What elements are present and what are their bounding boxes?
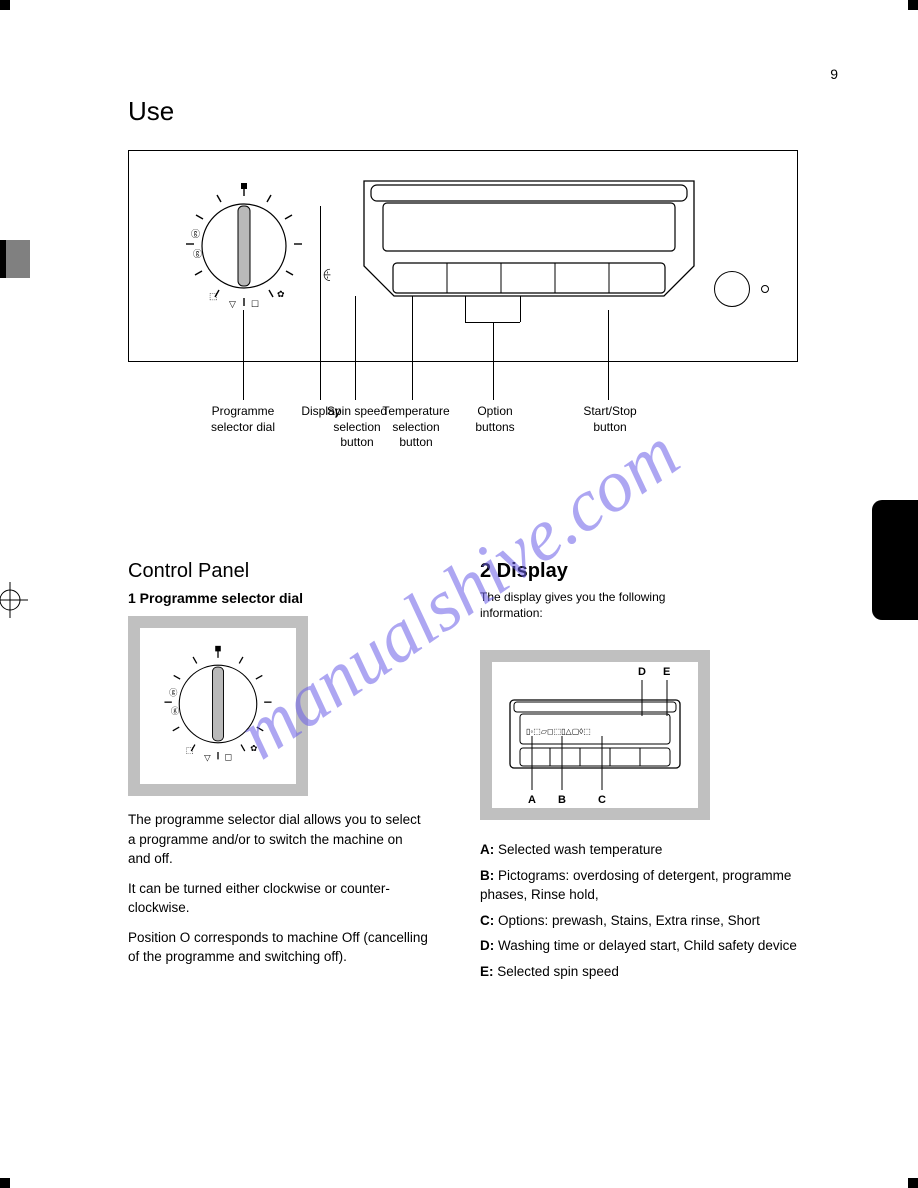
leader-line xyxy=(320,206,321,400)
registration-mark-icon xyxy=(0,582,28,618)
program-dial-small-icon: ⬚ ▽ ☐ ✿ ⓖ ⓖ xyxy=(158,644,278,769)
section-a-body: The programme selector dial allows you t… xyxy=(128,810,428,977)
corner-marker xyxy=(908,0,918,10)
program-dial-icon: ⬚ ▽ ☐ ✿ ⓖ ⓖ xyxy=(179,181,309,311)
svg-text:☐: ☐ xyxy=(251,299,259,309)
page-number: 9 xyxy=(830,66,838,82)
figure-display: ▯◦⬚▱◻⬚▯△▢◊⬚ A B C D E xyxy=(480,650,710,820)
corner-marker xyxy=(908,1178,918,1188)
svg-text:▯◦⬚▱◻⬚▯△▢◊⬚: ▯◦⬚▱◻⬚▯△▢◊⬚ xyxy=(526,727,591,736)
svg-text:ⓖ: ⓖ xyxy=(191,229,200,239)
para: The programme selector dial allows you t… xyxy=(128,810,428,869)
callout-b: B xyxy=(558,794,566,806)
item: E: Selected spin speed xyxy=(480,962,800,982)
corner-marker xyxy=(0,0,10,10)
label-start: Start/Stop button xyxy=(580,404,640,435)
svg-text:ⓖ: ⓖ xyxy=(171,706,180,716)
svg-text:ⓖ: ⓖ xyxy=(169,687,178,697)
svg-text:☐: ☐ xyxy=(224,752,231,762)
leader-line xyxy=(412,296,413,400)
para: Position O corresponds to machine Off (c… xyxy=(128,928,428,967)
label-dial: Programme selector dial xyxy=(200,404,286,435)
label-options: Option buttons xyxy=(468,404,522,435)
label-spin: Spin speed selection button xyxy=(326,404,388,451)
label-temp: Temperature selection button xyxy=(380,404,452,451)
callout-e: E xyxy=(663,666,670,678)
control-panel-figure: ⬚ ▽ ☐ ✿ ⓖ ⓖ ꑀ xyxy=(128,150,798,362)
page-title: Use xyxy=(128,96,174,127)
margin-tab-accent xyxy=(0,240,6,278)
item: C: Options: prewash, Stains, Extra rinse… xyxy=(480,911,800,931)
section-b-subtitle: The display gives you the following info… xyxy=(480,590,665,621)
detergent-drawer-icon xyxy=(359,171,699,311)
leader-line xyxy=(243,310,244,400)
callout-a: A xyxy=(528,794,536,806)
section-b-body: A: Selected wash temperature B: Pictogra… xyxy=(480,840,800,987)
corner-marker xyxy=(0,1178,10,1188)
leader-line xyxy=(493,322,494,400)
leader-line xyxy=(608,310,609,400)
svg-text:⬚: ⬚ xyxy=(186,744,194,754)
registration-mark-icon xyxy=(890,582,918,618)
svg-text:✿: ✿ xyxy=(250,743,257,753)
indicator-led-icon xyxy=(761,285,769,293)
svg-text:✿: ✿ xyxy=(277,289,285,299)
svg-text:▽: ▽ xyxy=(229,299,236,309)
svg-text:ⓖ: ⓖ xyxy=(193,249,202,259)
callout-d: D xyxy=(638,666,646,678)
svg-text:⬚: ⬚ xyxy=(209,291,218,301)
section-subtitle: 1 Programme selector dial xyxy=(128,590,303,606)
figure-dial: ⬚ ▽ ☐ ✿ ⓖ ⓖ xyxy=(128,616,308,796)
leader-line xyxy=(520,296,521,322)
para: It can be turned either clockwise or cou… xyxy=(128,879,428,918)
section-title: Control Panel xyxy=(128,560,249,583)
item: D: Washing time or delayed start, Child … xyxy=(480,936,800,956)
leader-line xyxy=(465,296,466,322)
item: B: Pictograms: overdosing of detergent, … xyxy=(480,866,800,905)
section-b-title: 2 Display xyxy=(480,560,568,583)
item: A: Selected wash temperature xyxy=(480,840,800,860)
leader-line xyxy=(355,296,356,400)
callout-c: C xyxy=(598,794,606,806)
wool-icon: ꑀ xyxy=(321,267,332,285)
svg-text:▽: ▽ xyxy=(204,752,211,762)
start-stop-button-icon xyxy=(714,271,750,307)
